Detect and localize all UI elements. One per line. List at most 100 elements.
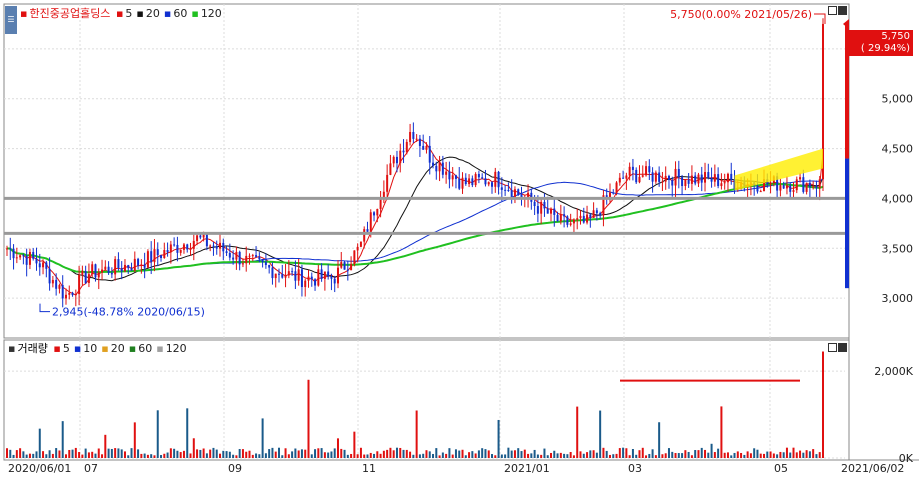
candle-body bbox=[474, 173, 477, 186]
volume-bar bbox=[448, 448, 451, 458]
volume-bar bbox=[399, 447, 402, 458]
volume-bar bbox=[366, 454, 369, 458]
candle-body bbox=[114, 259, 117, 275]
price-ma-5: ▪ 5 bbox=[115, 7, 133, 20]
volume-bar bbox=[638, 450, 641, 458]
volume-bar bbox=[726, 452, 729, 458]
candle-body bbox=[612, 192, 615, 194]
candle-body bbox=[264, 262, 267, 266]
candle-body bbox=[563, 214, 566, 217]
candle-body bbox=[818, 179, 821, 189]
volume-bar bbox=[615, 453, 618, 458]
volume-bar bbox=[658, 422, 661, 458]
candle-body bbox=[156, 249, 159, 256]
x-tick-label: 03 bbox=[628, 462, 642, 475]
volume-bar bbox=[382, 450, 385, 458]
volume-bar bbox=[697, 450, 700, 458]
gridlines bbox=[4, 4, 845, 459]
candle-body bbox=[425, 145, 428, 150]
volume-bar bbox=[684, 450, 687, 458]
candle-body bbox=[527, 192, 530, 198]
candle-body bbox=[310, 276, 313, 280]
volume-bar bbox=[599, 410, 602, 458]
volume-bar bbox=[671, 451, 674, 458]
candle-body bbox=[471, 178, 474, 186]
price-panel-close-icon[interactable] bbox=[838, 6, 847, 15]
candle-body bbox=[28, 251, 31, 265]
candle-body bbox=[589, 214, 592, 218]
price-tick-label: 3,000 bbox=[882, 292, 914, 305]
candle-body bbox=[432, 162, 435, 166]
volume-panel-restore-icon[interactable] bbox=[828, 343, 837, 352]
volume-bar bbox=[563, 453, 566, 458]
volume-bar bbox=[202, 448, 205, 458]
candle-body bbox=[137, 258, 140, 266]
x-tick-label: 07 bbox=[84, 462, 98, 475]
current-price-badge: 5,750 ( 29.94%) bbox=[847, 30, 913, 56]
candle-body bbox=[64, 294, 67, 299]
candle-body bbox=[428, 145, 431, 163]
candle-body bbox=[235, 251, 238, 260]
volume-bar bbox=[304, 449, 307, 458]
price-panel-frame bbox=[3, 3, 850, 339]
candle-body bbox=[225, 251, 228, 253]
candle-body bbox=[71, 292, 74, 296]
candle-body bbox=[268, 265, 271, 268]
candle-body bbox=[667, 175, 670, 181]
volume-bar bbox=[291, 451, 294, 458]
candle-body bbox=[661, 181, 664, 183]
candle-body bbox=[559, 214, 562, 222]
volume-bar bbox=[756, 449, 759, 458]
candle-body bbox=[320, 269, 323, 279]
volume-bar bbox=[314, 449, 317, 458]
volume-bar bbox=[500, 454, 503, 458]
candle-body bbox=[536, 206, 539, 214]
candle-body bbox=[684, 179, 687, 187]
candle-body bbox=[179, 249, 182, 253]
volume-bar bbox=[212, 447, 215, 458]
volume-bar bbox=[160, 455, 163, 458]
chart-overlays: 5,750(0.00% 2021/05/26) 2,945(-48.78% 202… bbox=[4, 8, 849, 382]
volume-bar bbox=[566, 454, 569, 458]
candle-body bbox=[228, 252, 231, 258]
volume-bar bbox=[146, 454, 149, 458]
price-ma-legend: ▪ 5 ▪ 20 ▪ 60 ▪ 120 bbox=[116, 7, 226, 20]
candle-body bbox=[51, 279, 54, 284]
volume-bar bbox=[645, 455, 648, 458]
moving-average-lines bbox=[6, 138, 824, 296]
volume-bar bbox=[425, 450, 428, 458]
candle-body bbox=[261, 259, 264, 263]
volume-bar bbox=[61, 421, 64, 458]
volume-bar bbox=[418, 454, 421, 458]
volume-bar bbox=[592, 450, 595, 458]
candle-body bbox=[533, 201, 536, 207]
volume-bar bbox=[799, 450, 802, 458]
axis-labels: 3,0003,5004,0004,5005,0005,5000K2,000K20… bbox=[8, 43, 914, 475]
chart-menu-icon[interactable]: ☰ bbox=[5, 6, 17, 34]
volume-bar bbox=[648, 453, 651, 458]
candle-body bbox=[618, 177, 621, 183]
candle-body bbox=[395, 156, 398, 164]
volume-bar bbox=[376, 451, 379, 458]
volume-bar bbox=[25, 454, 28, 458]
price-legend: ▪ 한진중공업홀딩스 ▪ 5 ▪ 20 ▪ 60 ▪ 120 bbox=[20, 7, 228, 21]
volume-bar bbox=[281, 455, 284, 458]
volume-panel-close-icon[interactable] bbox=[838, 343, 847, 352]
candle-body bbox=[697, 174, 700, 184]
volume-bar bbox=[353, 431, 356, 458]
volume-tick-label: 2,000K bbox=[874, 365, 913, 378]
volume-bar bbox=[323, 452, 326, 458]
volume-bar bbox=[805, 450, 808, 458]
candle-body bbox=[405, 141, 408, 153]
volume-bar bbox=[294, 448, 297, 458]
volume-bar bbox=[81, 454, 84, 458]
volume-bar bbox=[494, 455, 497, 458]
price-panel-restore-icon[interactable] bbox=[828, 6, 837, 15]
volume-bar bbox=[38, 428, 41, 458]
candle-body bbox=[799, 177, 802, 180]
volume-bar bbox=[723, 452, 726, 458]
price-legend-marker: ▪ bbox=[20, 7, 28, 20]
candle-body bbox=[651, 172, 654, 182]
volume-bar bbox=[58, 450, 61, 458]
